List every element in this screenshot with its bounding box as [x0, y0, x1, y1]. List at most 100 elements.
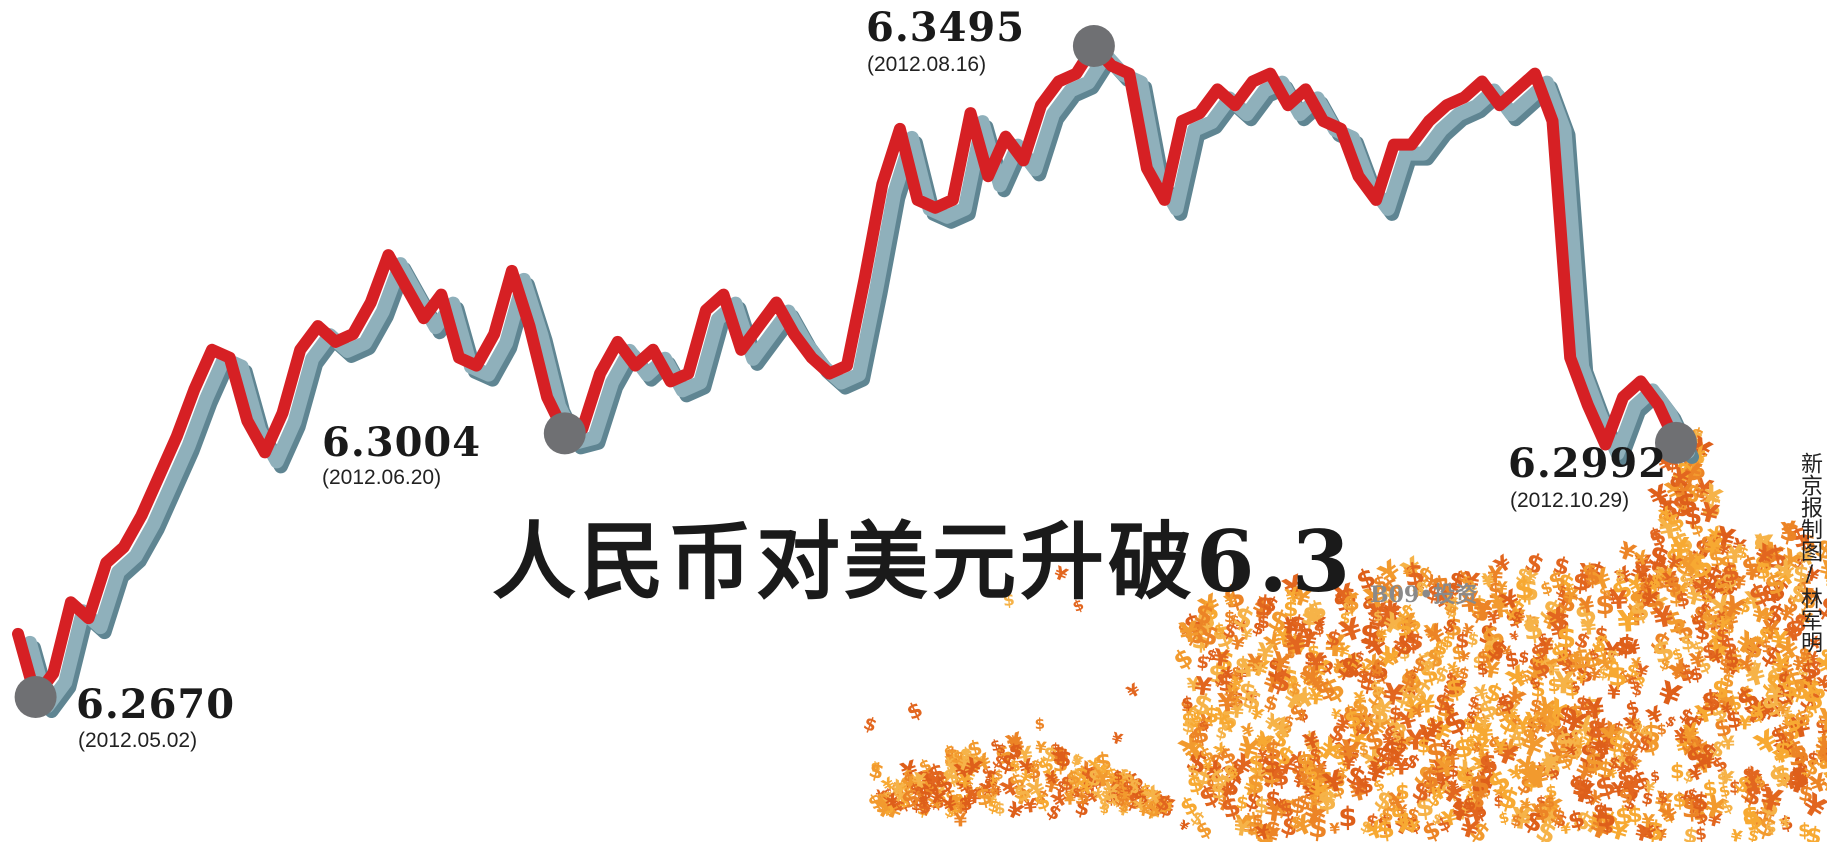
- currency-glyph: $: [1250, 618, 1267, 640]
- currency-glyph: $: [1454, 628, 1470, 653]
- currency-glyph: ¥: [1817, 745, 1827, 768]
- currency-glyph: $: [1571, 774, 1588, 799]
- currency-glyph: $: [1286, 631, 1306, 658]
- annotation-date-low-may: (2012.05.02): [78, 729, 198, 752]
- currency-glyph: $: [1506, 719, 1525, 746]
- currency-glyph: ¥: [1684, 573, 1705, 600]
- currency-glyph: $: [1690, 549, 1704, 571]
- currency-glyph: ¥: [1682, 792, 1704, 821]
- currency-glyph: $: [1580, 643, 1604, 675]
- currency-glyph: ¥: [1495, 694, 1509, 714]
- currency-glyph: $: [1789, 748, 1812, 780]
- currency-glyph: $: [1798, 819, 1812, 841]
- currency-glyph: ¥: [1682, 719, 1703, 747]
- currency-glyph: ¥: [1669, 577, 1690, 609]
- graphic-credit: 新京报制图/林军明: [1797, 452, 1822, 653]
- currency-glyph: $: [1597, 664, 1610, 683]
- currency-glyph: $: [1358, 617, 1381, 653]
- currency-glyph: ¥: [1247, 649, 1264, 677]
- currency-glyph: $: [1307, 641, 1320, 663]
- currency-glyph: ¥: [1530, 799, 1548, 826]
- currency-glyph: ¥: [1694, 748, 1714, 778]
- currency-glyph: $: [1593, 621, 1609, 646]
- currency-glyph: $: [1822, 677, 1827, 696]
- currency-glyph: $: [1556, 701, 1577, 729]
- currency-glyph: ¥: [1403, 566, 1412, 581]
- currency-glyph: $: [1540, 634, 1557, 656]
- currency-glyph: $: [1370, 571, 1389, 596]
- currency-glyph: ¥: [1673, 730, 1696, 761]
- currency-glyph: $: [1641, 717, 1661, 750]
- currency-glyph: $: [1447, 761, 1460, 782]
- currency-glyph: $: [1338, 802, 1357, 833]
- currency-glyph: $: [1357, 772, 1375, 799]
- currency-glyph: $: [1682, 823, 1700, 842]
- annotation-date-high-august: (2012.08.16): [867, 53, 987, 76]
- currency-glyph: $: [1527, 694, 1545, 718]
- currency-glyph: ¥: [1283, 582, 1303, 609]
- currency-glyph: ¥: [1514, 712, 1533, 740]
- currency-glyph: $: [1203, 702, 1220, 729]
- currency-glyph: ¥: [1221, 681, 1242, 708]
- currency-glyph: ¥: [1720, 770, 1732, 787]
- annotation-date-low-june: (2012.06.20): [322, 466, 442, 489]
- currency-glyph: $: [1547, 674, 1561, 696]
- currency-glyph: $: [1624, 659, 1642, 684]
- currency-glyph: ¥: [1705, 808, 1723, 833]
- currency-glyph: $: [1599, 653, 1622, 686]
- currency-glyph: ¥: [1683, 581, 1706, 612]
- currency-glyph: ¥: [1755, 533, 1772, 559]
- currency-glyph: $: [1749, 776, 1764, 797]
- currency-glyph: $: [1531, 711, 1550, 736]
- currency-glyph: $: [1312, 743, 1325, 763]
- currency-glyph: $: [1181, 708, 1195, 732]
- currency-glyph: $: [1717, 780, 1732, 801]
- currency-glyph: ¥: [1702, 532, 1724, 564]
- currency-glyph: $: [1368, 676, 1386, 701]
- currency-glyph: $: [1289, 793, 1307, 819]
- currency-glyph: ¥: [1213, 704, 1232, 732]
- currency-glyph: $: [1444, 667, 1459, 687]
- currency-glyph: ¥: [1817, 555, 1827, 587]
- currency-glyph: ¥: [1240, 624, 1254, 645]
- currency-glyph: $: [1509, 686, 1523, 707]
- currency-glyph: ¥: [1472, 594, 1494, 628]
- currency-glyph: ¥: [1211, 645, 1231, 673]
- currency-glyph: $: [1720, 669, 1737, 693]
- currency-glyph: $: [1423, 642, 1446, 675]
- currency-glyph: $: [1523, 609, 1542, 636]
- currency-glyph: ¥: [1779, 737, 1798, 764]
- currency-glyph: $: [1381, 583, 1398, 610]
- currency-glyph: ¥: [1779, 703, 1795, 725]
- currency-glyph: ¥: [1754, 701, 1772, 725]
- currency-glyph: ¥: [1754, 528, 1774, 561]
- currency-glyph: $: [1569, 701, 1585, 724]
- currency-glyph: $: [1725, 690, 1744, 717]
- currency-glyph: $: [1457, 663, 1472, 684]
- currency-glyph: ¥: [1480, 571, 1496, 593]
- extreme-point-marker-2: [1072, 25, 1115, 67]
- currency-glyph: $: [1304, 647, 1318, 669]
- currency-glyph: ¥: [1817, 719, 1827, 741]
- currency-glyph: $: [1636, 576, 1655, 603]
- currency-glyph: ¥: [1273, 621, 1295, 652]
- currency-glyph: $: [1701, 776, 1718, 802]
- currency-glyph: $: [1802, 673, 1825, 706]
- currency-glyph: $: [1179, 695, 1193, 715]
- currency-glyph: $: [1797, 781, 1816, 808]
- currency-glyph: ¥: [1439, 805, 1460, 832]
- currency-glyph: $: [1205, 772, 1221, 797]
- currency-glyph: ¥: [1653, 675, 1685, 715]
- currency-glyph: $: [1208, 659, 1227, 690]
- currency-glyph: $: [1773, 745, 1785, 765]
- currency-glyph: $: [1462, 714, 1473, 733]
- currency-glyph: $: [1373, 609, 1383, 625]
- currency-glyph: ¥: [1553, 666, 1575, 702]
- currency-glyph: $: [1754, 559, 1773, 586]
- currency-glyph: ¥: [1693, 564, 1711, 593]
- currency-glyph: ¥: [1258, 819, 1283, 842]
- money-pile-illustration: $¥$$$¥$$$$$¥¥$¥$¥¥¥$$$$$$$¥$$$$$$¥$$¥¥$¥…: [860, 422, 1827, 842]
- currency-glyph: ¥: [1544, 655, 1560, 681]
- currency-glyph: $: [1665, 572, 1682, 599]
- currency-glyph: $: [1652, 573, 1668, 595]
